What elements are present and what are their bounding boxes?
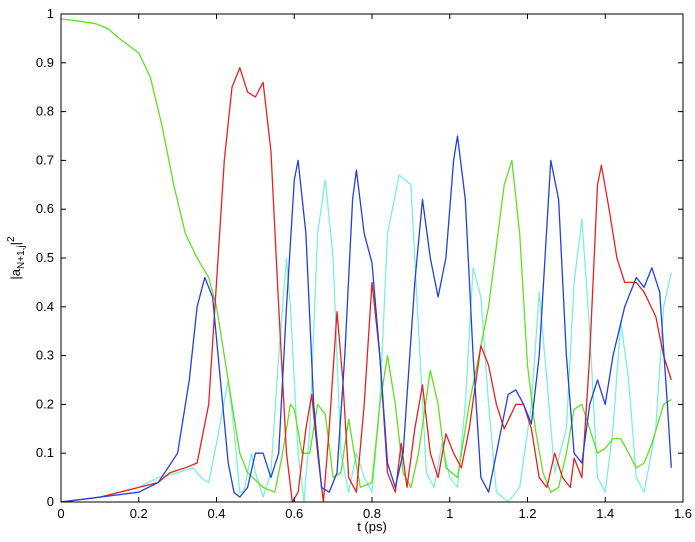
series-layer <box>60 18 672 503</box>
x-axis-label: t (ps) <box>357 519 387 534</box>
y-axis-label-sup: 2 <box>6 236 17 242</box>
x-tick-label-2: 0.4 <box>207 506 225 521</box>
y-tick-label-0: 0 <box>47 494 54 509</box>
y-tick-label-4: 0.4 <box>36 299 54 314</box>
x-tick-label-0: 0 <box>57 506 64 521</box>
x-tick-label-4: 0.8 <box>363 506 381 521</box>
y-tick-label-6: 0.6 <box>36 201 54 216</box>
y-tick-label-1: 0.1 <box>36 445 54 460</box>
x-tick-label-6: 1.2 <box>518 506 536 521</box>
x-tick-label-8: 1.6 <box>674 506 692 521</box>
x-tick-label-3: 0.6 <box>285 506 303 521</box>
series-line-3 <box>60 67 672 503</box>
y-axis-label-tail: | <box>8 242 23 245</box>
series-line-1 <box>60 174 672 503</box>
series-line-4 <box>60 135 672 503</box>
y-tick-label-9: 0.9 <box>36 55 54 70</box>
svg-text:|aN+1,j|2: |aN+1,j|2 <box>6 236 27 280</box>
tick-layer: 0 0.2 0.4 0.6 0.8 1 1.2 1.4 1.6 0 0.1 0.2 0.3 0.4 0.5 0… <box>36 6 692 521</box>
x-tick-label-1: 0.2 <box>130 506 148 521</box>
y-axis-label-sub: N+1,j <box>16 245 27 269</box>
x-tick-label-5: 1 <box>446 506 453 521</box>
y-tick-label-7: 0.7 <box>36 152 54 167</box>
y-axis-label-base: |a <box>8 268 23 279</box>
y-tick-label-8: 0.8 <box>36 104 54 119</box>
series-line-2 <box>60 18 672 493</box>
plot-frame <box>60 13 684 503</box>
y-tick-label-2: 0.2 <box>36 396 54 411</box>
y-axis-label: |aN+1,j|2 <box>6 236 27 280</box>
y-tick-label-3: 0.3 <box>36 348 54 363</box>
x-tick-label-7: 1.4 <box>596 506 614 521</box>
y-tick-label-10: 1 <box>47 6 54 21</box>
y-tick-label-5: 0.5 <box>36 250 54 265</box>
plot-area <box>61 14 683 502</box>
